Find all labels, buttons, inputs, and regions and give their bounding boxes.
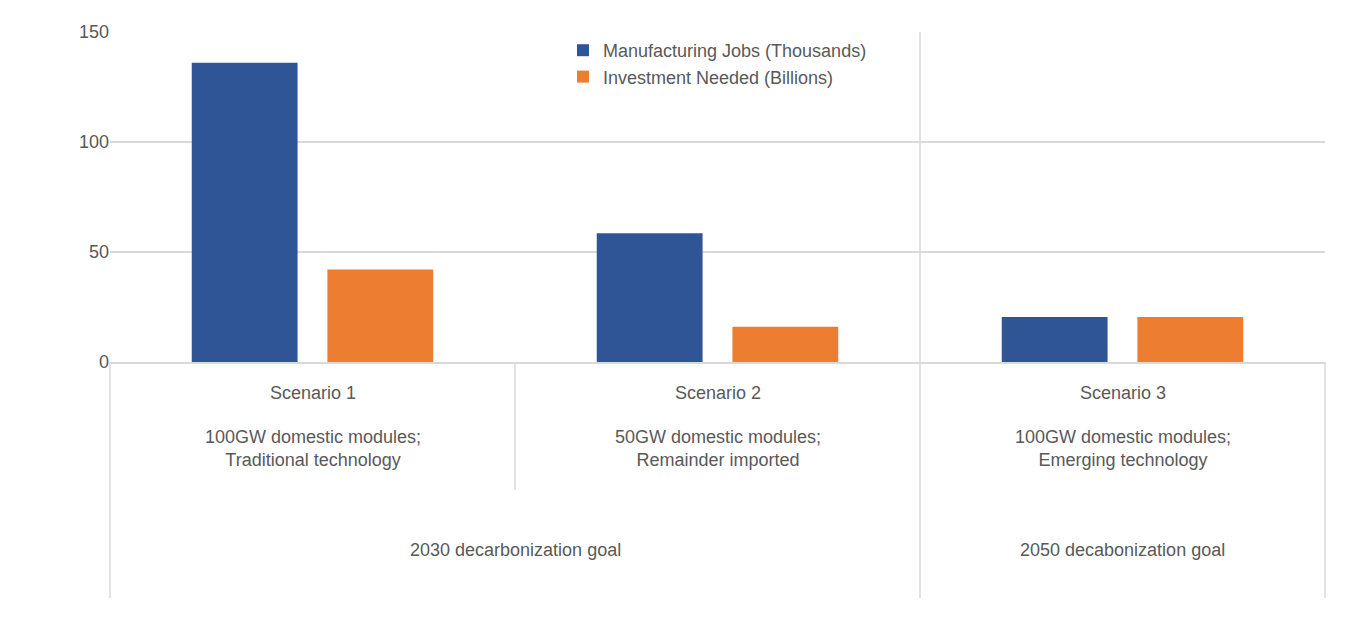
svg-text:Scenario 3: Scenario 3	[1080, 383, 1166, 403]
svg-text:2030 decarbonization goal: 2030 decarbonization goal	[410, 540, 621, 560]
svg-text:100GW domestic modules;Emergin: 100GW domestic modules;Emerging technolo…	[1015, 427, 1231, 470]
svg-text:50: 50	[89, 242, 109, 262]
svg-text:2050 decabonization goal: 2050 decabonization goal	[1020, 540, 1225, 560]
svg-text:150: 150	[79, 22, 109, 42]
svg-text:Scenario 1: Scenario 1	[270, 383, 356, 403]
svg-text:Investment Needed (Billions): Investment Needed (Billions)	[603, 68, 833, 88]
svg-text:0: 0	[99, 352, 109, 372]
svg-text:100: 100	[79, 132, 109, 152]
svg-text:100GW domestic modules;Traditi: 100GW domestic modules;Traditional techn…	[205, 427, 421, 470]
svg-text:Manufacturing Jobs (Thousands): Manufacturing Jobs (Thousands)	[603, 41, 866, 61]
svg-text:50GW domestic modules;Remainde: 50GW domestic modules;Remainder imported	[615, 427, 821, 470]
svg-text:Scenario 2: Scenario 2	[675, 383, 761, 403]
